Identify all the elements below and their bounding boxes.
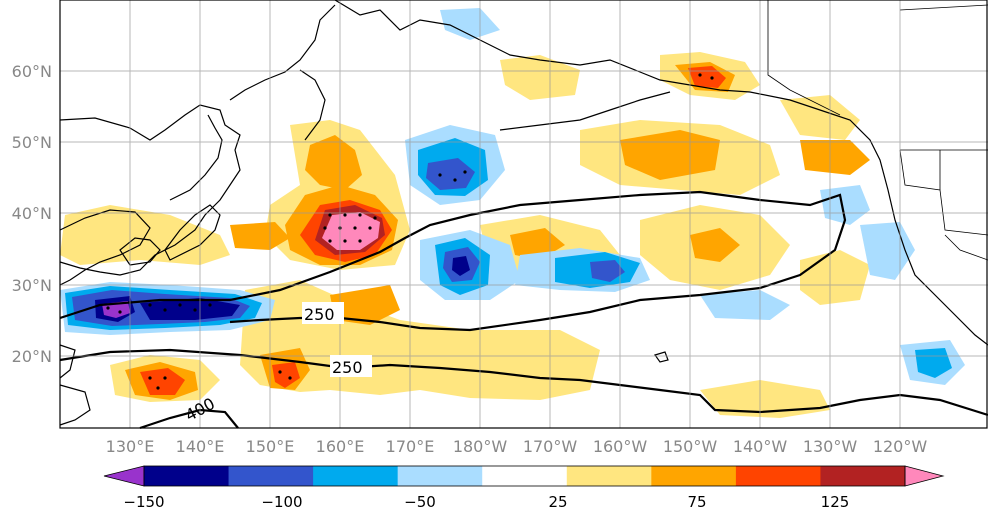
lon-tick-label: 160°E (316, 437, 365, 456)
lon-tick-label: 150°W (663, 437, 718, 456)
longitude-axis: 130°E 140°E 150°E 160°E 170°E 180°W 170°… (106, 437, 928, 456)
significance-stippling (106, 73, 714, 390)
colorbar-tick-label: −100 (261, 493, 302, 511)
lon-tick-label: 180°W (453, 437, 508, 456)
lat-tick-label: 60°N (12, 62, 52, 81)
lon-tick-label: 130°W (803, 437, 858, 456)
lon-tick-label: 130°E (106, 437, 155, 456)
colorbar-tick-label: 25 (548, 493, 567, 511)
contour-label-group: 250 250 400 (182, 302, 372, 425)
colorbar-extend-min (103, 465, 145, 487)
lon-tick-label: 170°W (523, 437, 578, 456)
colorbar-segment (313, 466, 399, 486)
map-frame (59, 0, 988, 429)
colorbar-tick-label: −50 (404, 493, 436, 511)
colorbar-tick-label: 125 (821, 493, 850, 511)
colorbar-segment (228, 466, 314, 486)
lon-tick-label: 170°E (386, 437, 435, 456)
lat-tick-label: 50°N (12, 133, 52, 152)
country-borders (767, 0, 988, 261)
colorbar-segment (651, 466, 737, 486)
lon-tick-label: 140°E (176, 437, 225, 456)
colorbar-tick-label: −150 (123, 493, 164, 511)
colorbar-extend-max (904, 465, 945, 487)
colorbar-segment (735, 466, 821, 486)
colorbar-segment (482, 466, 568, 486)
lat-tick-label: 40°N (12, 204, 52, 223)
lon-tick-label: 120°W (873, 437, 928, 456)
lat-tick-label: 20°N (12, 347, 52, 366)
colorbar-segment (144, 466, 230, 486)
colorbar-tick-labels: −150 −100 −50 25 75 125 (123, 493, 849, 511)
colorbar (103, 465, 945, 487)
colorbar-tick-label: 75 (687, 493, 706, 511)
lon-tick-label: 150°E (246, 437, 295, 456)
colorbar-segment (397, 466, 483, 486)
latitude-axis: 60°N 50°N 40°N 30°N 20°N (12, 62, 52, 366)
colorbar-outline (143, 465, 906, 487)
colorbar-segment (820, 466, 906, 486)
colorbar-segment (566, 466, 652, 486)
contour-label-250-north: 250 (304, 305, 335, 324)
lon-tick-label: 140°W (733, 437, 788, 456)
lon-tick-label: 160°W (593, 437, 648, 456)
coastlines (59, 0, 988, 426)
contour-label-250-south: 250 (332, 358, 363, 377)
gridlines (60, 0, 988, 428)
lat-tick-label: 30°N (12, 276, 52, 295)
